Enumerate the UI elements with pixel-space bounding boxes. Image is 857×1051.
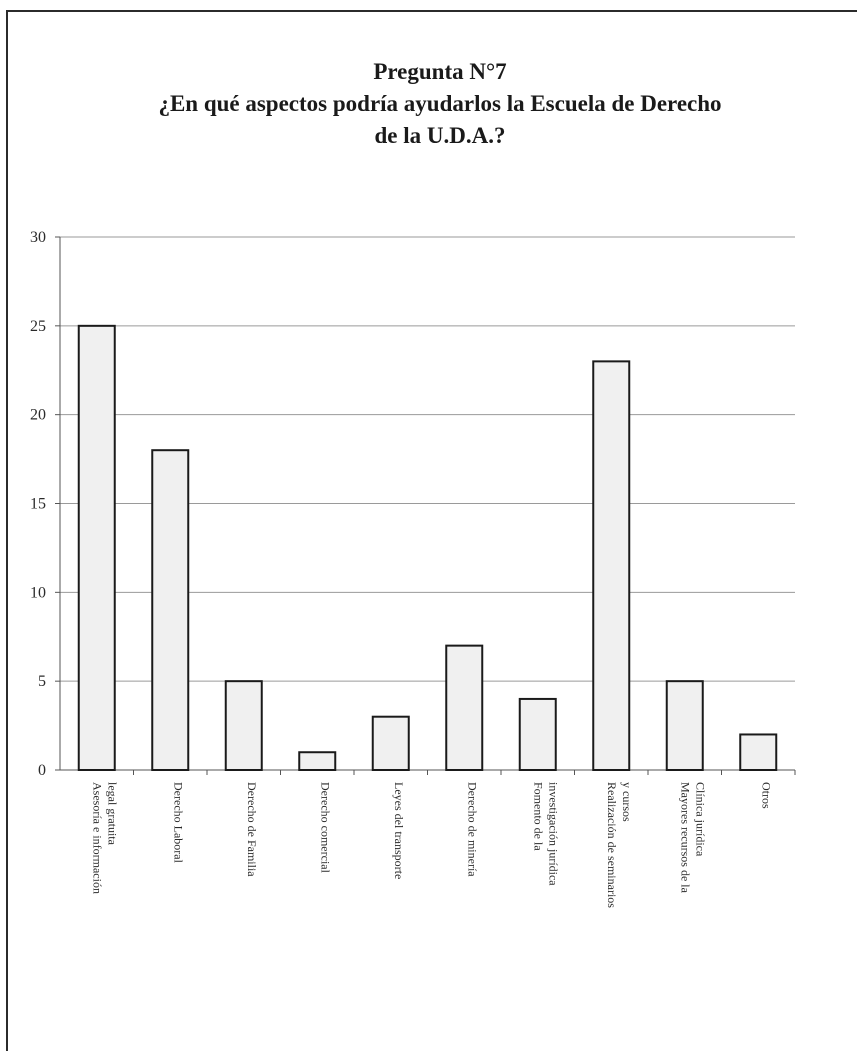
category-label-line: legal gratuita <box>105 782 119 846</box>
category-label: Derecho de Familia <box>245 782 259 877</box>
y-tick-label: 5 <box>38 673 46 690</box>
category-label-line: investigación jurídica <box>546 782 560 886</box>
category-label-line: Realización de seminarios <box>605 782 619 908</box>
chart-title-line-2: ¿En qué aspectos podría ayudarlos la Esc… <box>158 91 722 116</box>
category-label-line: y cursos <box>620 782 634 822</box>
category-label-line: Asesoría e información <box>90 782 104 894</box>
bar <box>592 360 631 771</box>
y-tick-label: 25 <box>30 318 46 335</box>
category-label: Asesoría e información legal gratuita <box>90 782 119 894</box>
category-label: Otros <box>759 782 773 809</box>
chart-title-line-1: Pregunta N°7 <box>373 59 507 84</box>
category-label: Fomento de la investigación jurídica <box>531 782 560 886</box>
bar <box>665 680 704 772</box>
bar <box>739 733 778 772</box>
category-label: Derecho de minería <box>465 782 479 877</box>
category-label: Realización de seminarios y cursos <box>605 782 634 908</box>
category-label-line: Mayores recursos de la <box>678 782 692 894</box>
category-label-line: Fomento de la <box>531 782 545 851</box>
frame-border-top <box>6 10 857 12</box>
category-label-line: Leyes del transporte <box>392 782 406 879</box>
y-tick-label: 10 <box>30 584 46 601</box>
category-label-line: Derecho de minería <box>465 782 479 877</box>
category-label-line: Otros <box>759 782 773 809</box>
category-label: Leyes del transporte <box>392 782 406 879</box>
category-label-line: Derecho Laboral <box>171 782 185 864</box>
frame-border-left <box>6 10 8 1051</box>
category-label-line: Derecho de Familia <box>245 782 259 877</box>
y-tick-label: 20 <box>30 407 46 424</box>
category-label-line: Clínica jurídica <box>693 782 707 857</box>
category-label-line: Derecho comercial <box>318 782 332 874</box>
bar <box>445 644 484 772</box>
bar <box>224 680 263 772</box>
chart-title-line-3: de la U.D.A.? <box>374 123 506 148</box>
bar <box>371 715 410 772</box>
bar <box>298 751 337 772</box>
category-label: Derecho Laboral <box>171 782 185 864</box>
category-label: Derecho comercial <box>318 782 332 874</box>
y-tick-label: 0 <box>38 762 46 779</box>
bar <box>518 697 557 772</box>
chart-title: Pregunta N°7 ¿En qué aspectos podría ayu… <box>60 56 820 152</box>
y-tick-label: 15 <box>30 496 46 513</box>
y-tick-label: 30 <box>30 229 46 246</box>
bar <box>151 449 190 771</box>
category-label: Mayores recursos de la Clínica jurídica <box>678 782 707 894</box>
bar <box>77 324 116 771</box>
